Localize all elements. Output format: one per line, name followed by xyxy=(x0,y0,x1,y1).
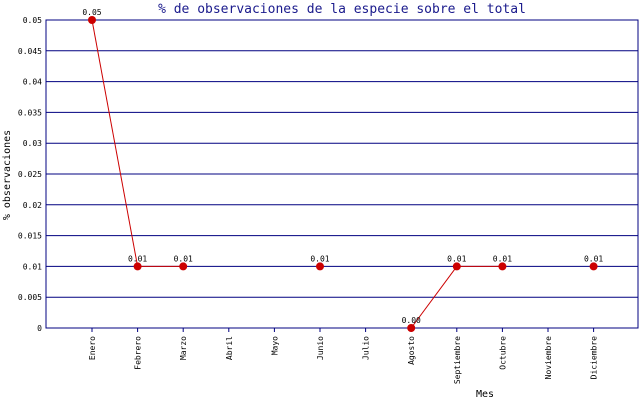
y-tick-label: 0.05 xyxy=(23,16,42,25)
data-point xyxy=(133,262,142,271)
data-point xyxy=(407,324,416,332)
grid xyxy=(46,19,638,329)
y-axis-ticks: 0 0.005 0.01 0.015 0.02 0.025 0.03 0.035 0.04 0.0… xyxy=(18,16,42,333)
plot-frame xyxy=(45,19,639,329)
data-point xyxy=(498,262,507,271)
data-point xyxy=(316,262,324,271)
data-labels: 0.05 0.01 0.01 0.01 0.00 0.01 0.01 0.01 xyxy=(82,8,603,325)
data-point xyxy=(88,16,96,24)
x-axis-label: Mes xyxy=(476,389,494,400)
x-tick-label: Enero xyxy=(88,336,97,360)
x-tick-label: Abril xyxy=(225,336,234,360)
series-line-segment xyxy=(410,266,458,329)
x-tick-label: Mayo xyxy=(270,336,279,355)
x-tick-label: Junio xyxy=(316,336,325,360)
data-label: 0.05 xyxy=(82,8,101,17)
data-point xyxy=(452,262,461,271)
chart-title: % de observaciones de la especie sobre e… xyxy=(158,2,526,17)
y-tick-label: 0 xyxy=(37,324,42,333)
data-label: 0.01 xyxy=(493,254,512,263)
x-axis-ticks: Enero Febrero Marzo Abril Mayo Junio Julio Agos… xyxy=(88,328,599,384)
data-label: 0.00 xyxy=(402,316,421,325)
data-label: 0.01 xyxy=(174,254,193,263)
y-tick-label: 0.015 xyxy=(18,232,42,241)
data-point xyxy=(589,262,598,271)
series-points xyxy=(88,16,598,332)
x-tick-label: Noviembre xyxy=(544,336,553,380)
x-tick-label: Marzo xyxy=(179,336,188,360)
y-tick-label: 0.045 xyxy=(18,47,42,56)
x-tick-label: Septiembre xyxy=(453,336,462,384)
data-point xyxy=(179,262,188,271)
y-tick-label: 0.005 xyxy=(18,293,42,302)
series-line-segment xyxy=(91,19,139,267)
x-tick-label: Octubre xyxy=(498,336,507,370)
y-tick-label: 0.035 xyxy=(18,108,42,117)
x-tick-label: Diciembre xyxy=(590,336,599,380)
series-lines xyxy=(91,19,503,329)
y-axis-label: % observaciones xyxy=(2,130,13,220)
y-tick-label: 0.02 xyxy=(23,201,42,210)
y-tick-label: 0.01 xyxy=(23,262,42,271)
x-tick-label: Agosto xyxy=(407,336,416,365)
x-tick-label: Julio xyxy=(362,336,371,360)
data-label: 0.01 xyxy=(584,254,603,263)
x-tick-label: Febrero xyxy=(134,336,143,370)
data-label: 0.01 xyxy=(447,254,466,263)
data-label: 0.01 xyxy=(310,254,329,263)
y-tick-label: 0.04 xyxy=(23,78,42,87)
y-tick-label: 0.025 xyxy=(18,170,42,179)
y-tick-label: 0.03 xyxy=(23,139,42,148)
data-label: 0.01 xyxy=(128,254,147,263)
